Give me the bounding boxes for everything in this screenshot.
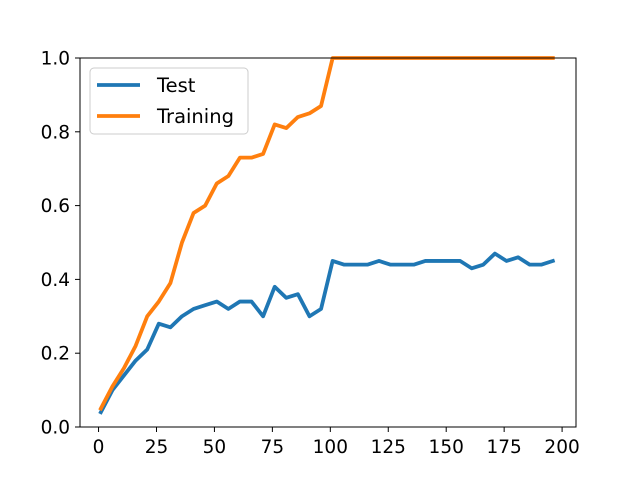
- y-tick-label: 0.2: [41, 344, 70, 365]
- x-tick-label: 0: [93, 437, 105, 458]
- x-tick-label: 25: [145, 437, 169, 458]
- y-tick-label: 0.4: [41, 270, 70, 291]
- axes-frame: [79, 57, 577, 428]
- y-axis: 0.0 0.2 0.4 0.6 0.8 1.0: [41, 49, 80, 439]
- legend-label-training: Training: [156, 105, 234, 128]
- x-tick-label: 75: [261, 437, 285, 458]
- legend: Test Training: [89, 67, 249, 135]
- x-axis: 0 25 50 75 100 125 150 175 200: [93, 427, 580, 458]
- series-line-test: [98, 251, 556, 415]
- x-tick-label: 125: [371, 437, 406, 458]
- axes-border: [79, 57, 577, 428]
- x-tick-label: 200: [544, 437, 579, 458]
- y-tick-label: 0.8: [41, 122, 70, 143]
- y-tick-label: 0.6: [41, 196, 70, 217]
- x-tick-label: 150: [429, 437, 464, 458]
- legend-label-test: Test: [156, 74, 196, 97]
- y-tick-label: 1.0: [41, 49, 70, 70]
- x-tick-label: 100: [313, 437, 348, 458]
- x-tick-label: 50: [203, 437, 227, 458]
- x-tick-label: 175: [486, 437, 521, 458]
- y-tick-label: 0.0: [41, 418, 70, 439]
